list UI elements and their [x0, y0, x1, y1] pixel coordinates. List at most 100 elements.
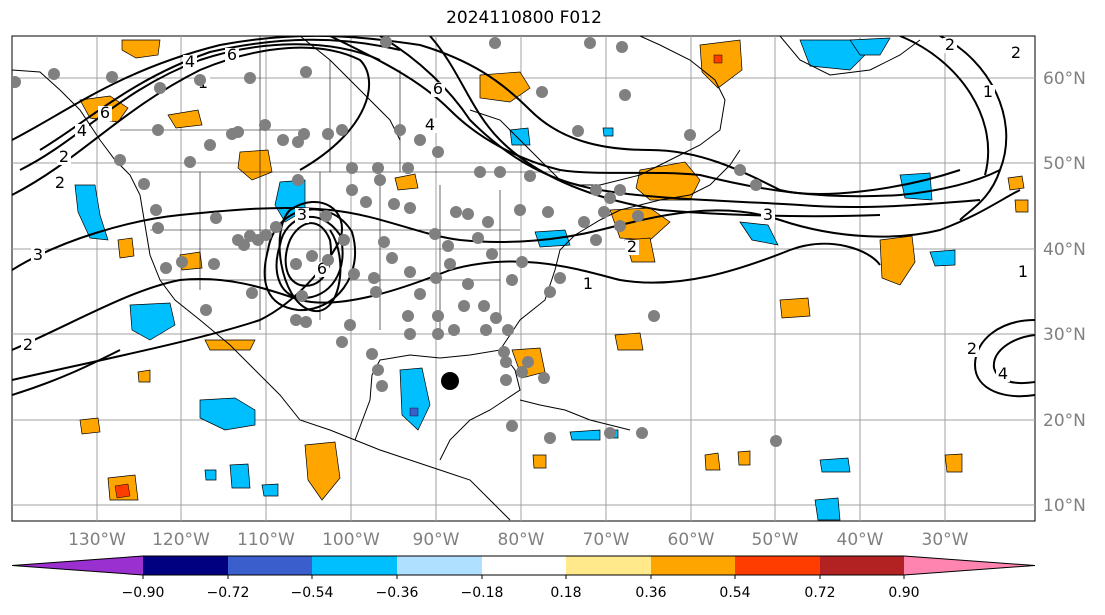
- longitude-labels: 130°W 120°W 110°W 100°W 90°W 80°W 70°W 60°W 50°W…: [68, 530, 969, 550]
- contour-label-bg: [1016, 265, 1030, 280]
- station-dot: [348, 268, 360, 280]
- contour-label-bg: [31, 248, 45, 263]
- contour-label: 1: [1018, 262, 1028, 281]
- contour-label-bg: [315, 262, 329, 277]
- station-dot: [368, 272, 380, 284]
- station-dot: [114, 154, 126, 166]
- station-dot: [374, 174, 386, 186]
- station-dot: [429, 228, 441, 240]
- station-dot: [516, 366, 528, 378]
- station-dot: [502, 324, 514, 336]
- station-dot: [210, 212, 222, 224]
- station-dot: [480, 324, 492, 336]
- contour-label-bg: [431, 82, 445, 97]
- station-dot: [270, 221, 282, 233]
- station-dot: [770, 435, 782, 447]
- contour-label: 2: [1011, 43, 1021, 62]
- contour-label-bg: [75, 124, 89, 139]
- contour-label-bg: [981, 85, 995, 100]
- contour-label-bg: [183, 55, 197, 70]
- latitude-label: 60°N: [1043, 69, 1086, 89]
- station-dot: [322, 128, 334, 140]
- station-dot: [432, 328, 444, 340]
- colorbar-segment: [820, 556, 904, 575]
- station-dot: [404, 266, 416, 278]
- colorbar-segment: [228, 556, 312, 575]
- station-dot: [500, 356, 512, 368]
- contour-label-bg: [761, 208, 775, 223]
- station-dot: [462, 278, 474, 290]
- colorbar-segment: [143, 556, 228, 575]
- station-dot: [246, 287, 258, 299]
- station-dot: [432, 310, 444, 322]
- station-dot: [232, 126, 244, 138]
- station-dot: [388, 198, 400, 210]
- contour-label: 2: [967, 339, 977, 358]
- contour-label: 4: [185, 52, 195, 71]
- longitude-label: 80°W: [498, 530, 545, 550]
- longitude-label: 50°W: [752, 530, 799, 550]
- station-dot: [538, 372, 550, 384]
- map-title: 2024110800 F012: [446, 8, 602, 28]
- contour-label: 4: [998, 364, 1008, 383]
- station-dot: [578, 216, 590, 228]
- colorbar-segment: [566, 556, 651, 575]
- station-dot: [386, 252, 398, 264]
- station-dot: [584, 37, 596, 49]
- map-frame: [11, 35, 1036, 522]
- station-dot: [152, 222, 164, 234]
- station-dot: [734, 164, 746, 176]
- latitude-labels: 60°N 50°N 40°N 30°N 20°N 10°N: [1043, 69, 1086, 516]
- contour-label-bg: [943, 38, 957, 53]
- station-dot: [150, 204, 162, 216]
- station-dot: [444, 258, 456, 270]
- contour-label: 4: [77, 121, 87, 140]
- station-dot: [394, 124, 406, 136]
- station-dot: [648, 310, 660, 322]
- station-dot: [372, 162, 384, 174]
- station-dot: [346, 162, 358, 174]
- station-dot: [450, 206, 462, 218]
- contour-label: 6: [433, 79, 443, 98]
- latitude-label: 40°N: [1043, 240, 1086, 260]
- station-dot: [336, 124, 348, 136]
- station-dot: [536, 86, 548, 98]
- longitude-label: 30°W: [922, 530, 969, 550]
- station-dot: [290, 314, 302, 326]
- station-dot: [244, 72, 256, 84]
- latitude-label: 50°N: [1043, 154, 1086, 174]
- station-dot: [152, 124, 164, 136]
- station-dot: [524, 170, 536, 182]
- blue-anomaly-blobs: [409, 407, 419, 417]
- station-dot: [522, 356, 534, 368]
- station-dot: [614, 184, 626, 196]
- red-anomaly-blobs: [114, 54, 723, 499]
- station-dot: [300, 316, 312, 328]
- contour-label: 6: [317, 259, 327, 278]
- station-dot: [614, 220, 626, 232]
- station-dot: [322, 254, 334, 266]
- station-dot: [300, 66, 312, 78]
- station-dot: [292, 174, 304, 186]
- station-dot: [404, 328, 416, 340]
- station-dot: [448, 324, 460, 336]
- contour-label: 1: [583, 274, 593, 293]
- colorbar-extend-high: [904, 556, 1035, 575]
- longitude-label: 120°W: [152, 530, 210, 550]
- colorbar-tick-label: −0.54: [291, 585, 334, 601]
- station-dot: [160, 262, 172, 274]
- station-dot: [238, 239, 250, 251]
- station-dot: [380, 36, 392, 48]
- station-dot: [604, 427, 616, 439]
- station-dot: [590, 184, 602, 196]
- station-dot: [402, 162, 414, 174]
- longitude-label: 100°W: [322, 530, 380, 550]
- contour-label-bg: [423, 118, 437, 133]
- station-dot: [200, 304, 212, 316]
- station-dot: [616, 41, 628, 53]
- station-dot: [684, 129, 696, 141]
- latitude-label: 30°N: [1043, 325, 1086, 345]
- contour-label-bg: [965, 342, 979, 357]
- station-dot: [404, 202, 416, 214]
- storm-center-marker: [441, 372, 459, 390]
